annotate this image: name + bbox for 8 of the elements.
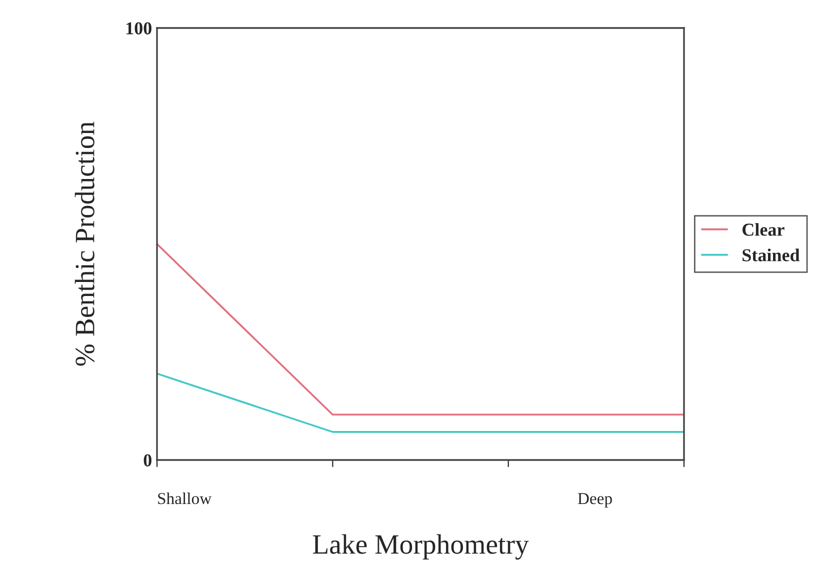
y-axis-title: % Benthic Production (74, 122, 95, 366)
y-tick-label: 0 (144, 454, 152, 466)
y-tick-label: 100 (126, 22, 152, 34)
legend-label: Clear (742, 223, 784, 236)
text: Deep (578, 493, 612, 508)
text: Shallow (158, 492, 212, 504)
x-axis-title: Lake Morphometry (312, 534, 529, 560)
legend-label: Stained (742, 248, 800, 262)
